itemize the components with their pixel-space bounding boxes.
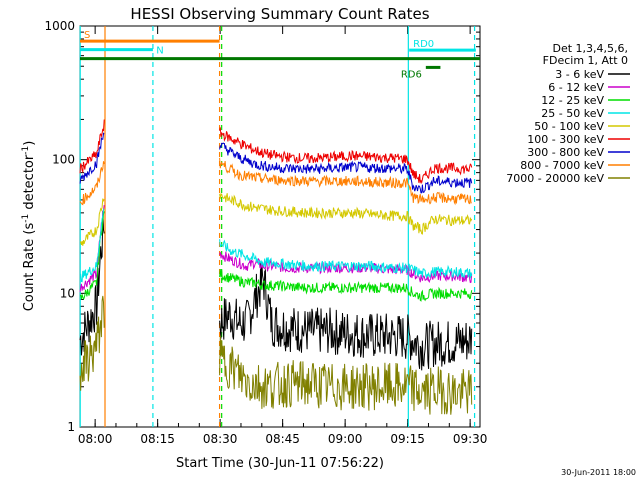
x-axis-label: Start Time (30-Jun-11 07:56:22)	[176, 456, 384, 471]
series-6	[79, 132, 473, 194]
chart-title: HESSI Observing Summary Count Rates	[130, 5, 429, 23]
x-tick-label: 09:15	[390, 432, 425, 446]
series-line-7-1	[219, 157, 472, 206]
y-axis-label-sup1: -1	[21, 214, 31, 223]
y-axis-label-sup2: -1	[21, 146, 31, 155]
y-axis-label: Count Rate (s-1 detector-1)	[21, 141, 37, 312]
y-tick-labels: 1 10 100 1000	[44, 19, 75, 434]
legend-item-label-8: 7000 - 20000 keV	[506, 172, 604, 185]
series-layer	[79, 119, 473, 415]
y-tick-label: 100	[52, 153, 75, 167]
status-bars: S N RD0 RD6	[80, 30, 480, 80]
legend-item-label-0: 3 - 6 keV	[555, 68, 604, 81]
x-tick-labels: 08:00 08:15 08:30 08:45 09:00 09:15 09:30	[78, 432, 488, 446]
status-label-1: N	[156, 46, 163, 57]
series-1	[79, 205, 473, 293]
series-5	[79, 119, 473, 185]
status-label-0: S	[84, 30, 90, 41]
series-3	[80, 208, 473, 283]
status-label-4: RD6	[401, 69, 422, 80]
series-line-5-1	[219, 127, 473, 185]
y-axis-label-part3: )	[22, 141, 37, 146]
legend-item-label-6: 300 - 800 keV	[527, 146, 604, 159]
series-line-2-1	[219, 269, 473, 302]
series-line-0-0	[79, 210, 105, 356]
series-line-6-0	[79, 132, 105, 184]
series-0	[79, 210, 473, 371]
series-line-3-1	[219, 239, 473, 279]
series-line-7-0	[79, 161, 105, 206]
series-4	[79, 193, 473, 246]
x-tick-label: 08:30	[203, 432, 238, 446]
legend-header-1: Det 1,3,4,5,6,	[552, 42, 628, 55]
legend-item-label-4: 50 - 100 keV	[534, 120, 604, 133]
series-line-1-1	[219, 251, 473, 284]
x-tick-label: 09:30	[453, 432, 488, 446]
y-axis-label-part2: detector	[22, 154, 37, 214]
legend: Det 1,3,4,5,6, FDecim 1, Att 0 3 - 6 keV…	[506, 42, 630, 185]
series-line-8-1	[219, 335, 473, 415]
series-line-8-0	[79, 295, 105, 391]
y-tick-label: 10	[60, 286, 75, 300]
status-label-3: RD0	[413, 39, 434, 50]
y-tick-label: 1000	[44, 19, 75, 33]
legend-item-label-1: 6 - 12 keV	[548, 81, 604, 94]
x-tick-label: 08:45	[265, 432, 300, 446]
legend-header-2: FDecim 1, Att 0	[543, 54, 628, 67]
series-7	[79, 157, 472, 206]
legend-item-label-3: 25 - 50 keV	[541, 107, 604, 120]
series-line-3-0	[80, 208, 105, 283]
x-tick-label: 09:00	[328, 432, 363, 446]
legend-item-label-2: 12 - 25 keV	[541, 94, 604, 107]
series-8	[79, 295, 473, 415]
x-tick-label: 08:00	[78, 432, 113, 446]
series-line-6-1	[219, 142, 473, 194]
x-tick-label: 08:15	[140, 432, 175, 446]
series-line-4-1	[219, 193, 473, 235]
y-tick-label: 1	[67, 420, 75, 434]
series-line-0-1	[219, 261, 473, 371]
legend-item-label-5: 100 - 300 keV	[527, 133, 604, 146]
y-axis-label-part1: Count Rate (s	[22, 223, 37, 312]
footer-date: 30-Jun-2011 18:00	[561, 468, 636, 477]
series-line-5-0	[79, 119, 105, 174]
series-line-4-0	[79, 198, 105, 246]
legend-item-label-7: 800 - 7000 keV	[520, 159, 604, 172]
